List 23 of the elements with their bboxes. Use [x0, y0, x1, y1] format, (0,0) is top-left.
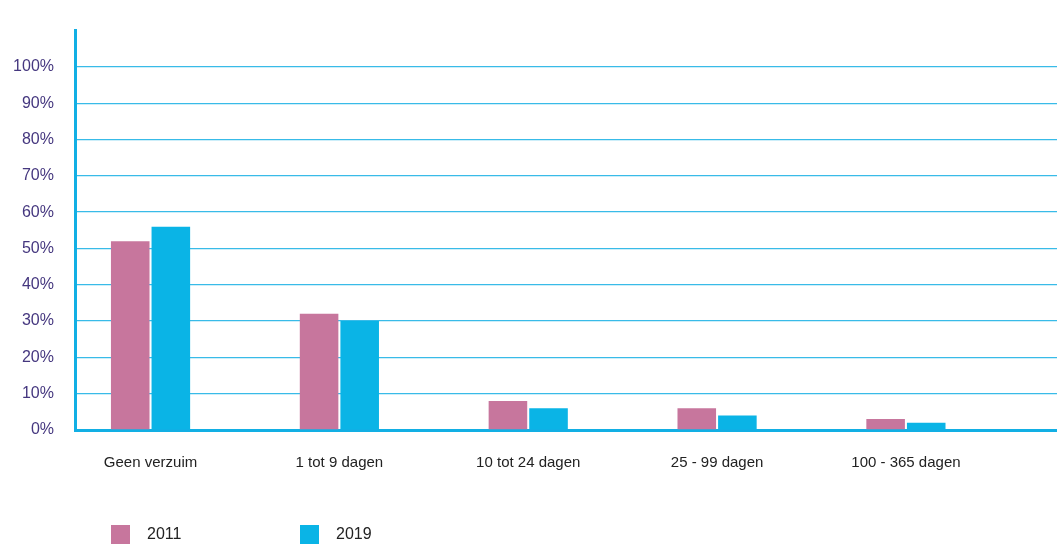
bar — [488, 400, 528, 430]
y-tick-label: 100% — [13, 57, 54, 75]
legend-label: 2019 — [336, 524, 372, 544]
bar — [299, 313, 339, 430]
y-tick-label: 70% — [21, 166, 54, 184]
y-tick-label: 40% — [21, 275, 54, 293]
y-tick-label: 50% — [21, 238, 54, 256]
bar — [110, 241, 150, 430]
legend-label: 2011 — [147, 524, 182, 544]
x-tick-label: 10 tot 24 dagen — [476, 453, 581, 471]
y-tick-label: 20% — [21, 347, 54, 365]
x-tick-label: 1 tot 9 dagen — [295, 453, 384, 471]
x-tick-label: 25 - 99 dagen — [670, 453, 764, 471]
x-tick-label: Geen verzuim — [103, 453, 198, 471]
y-tick-label: 80% — [21, 129, 54, 147]
y-tick-label: 10% — [21, 384, 54, 402]
y-tick-label: 0% — [30, 420, 54, 438]
y-tick-label: 30% — [21, 311, 54, 329]
bar — [866, 419, 905, 430]
y-tick-label: 90% — [21, 93, 54, 111]
x-tick-label: 100 - 365 dagen — [851, 453, 961, 471]
y-tick-label: 60% — [21, 202, 54, 220]
bar — [677, 408, 717, 430]
